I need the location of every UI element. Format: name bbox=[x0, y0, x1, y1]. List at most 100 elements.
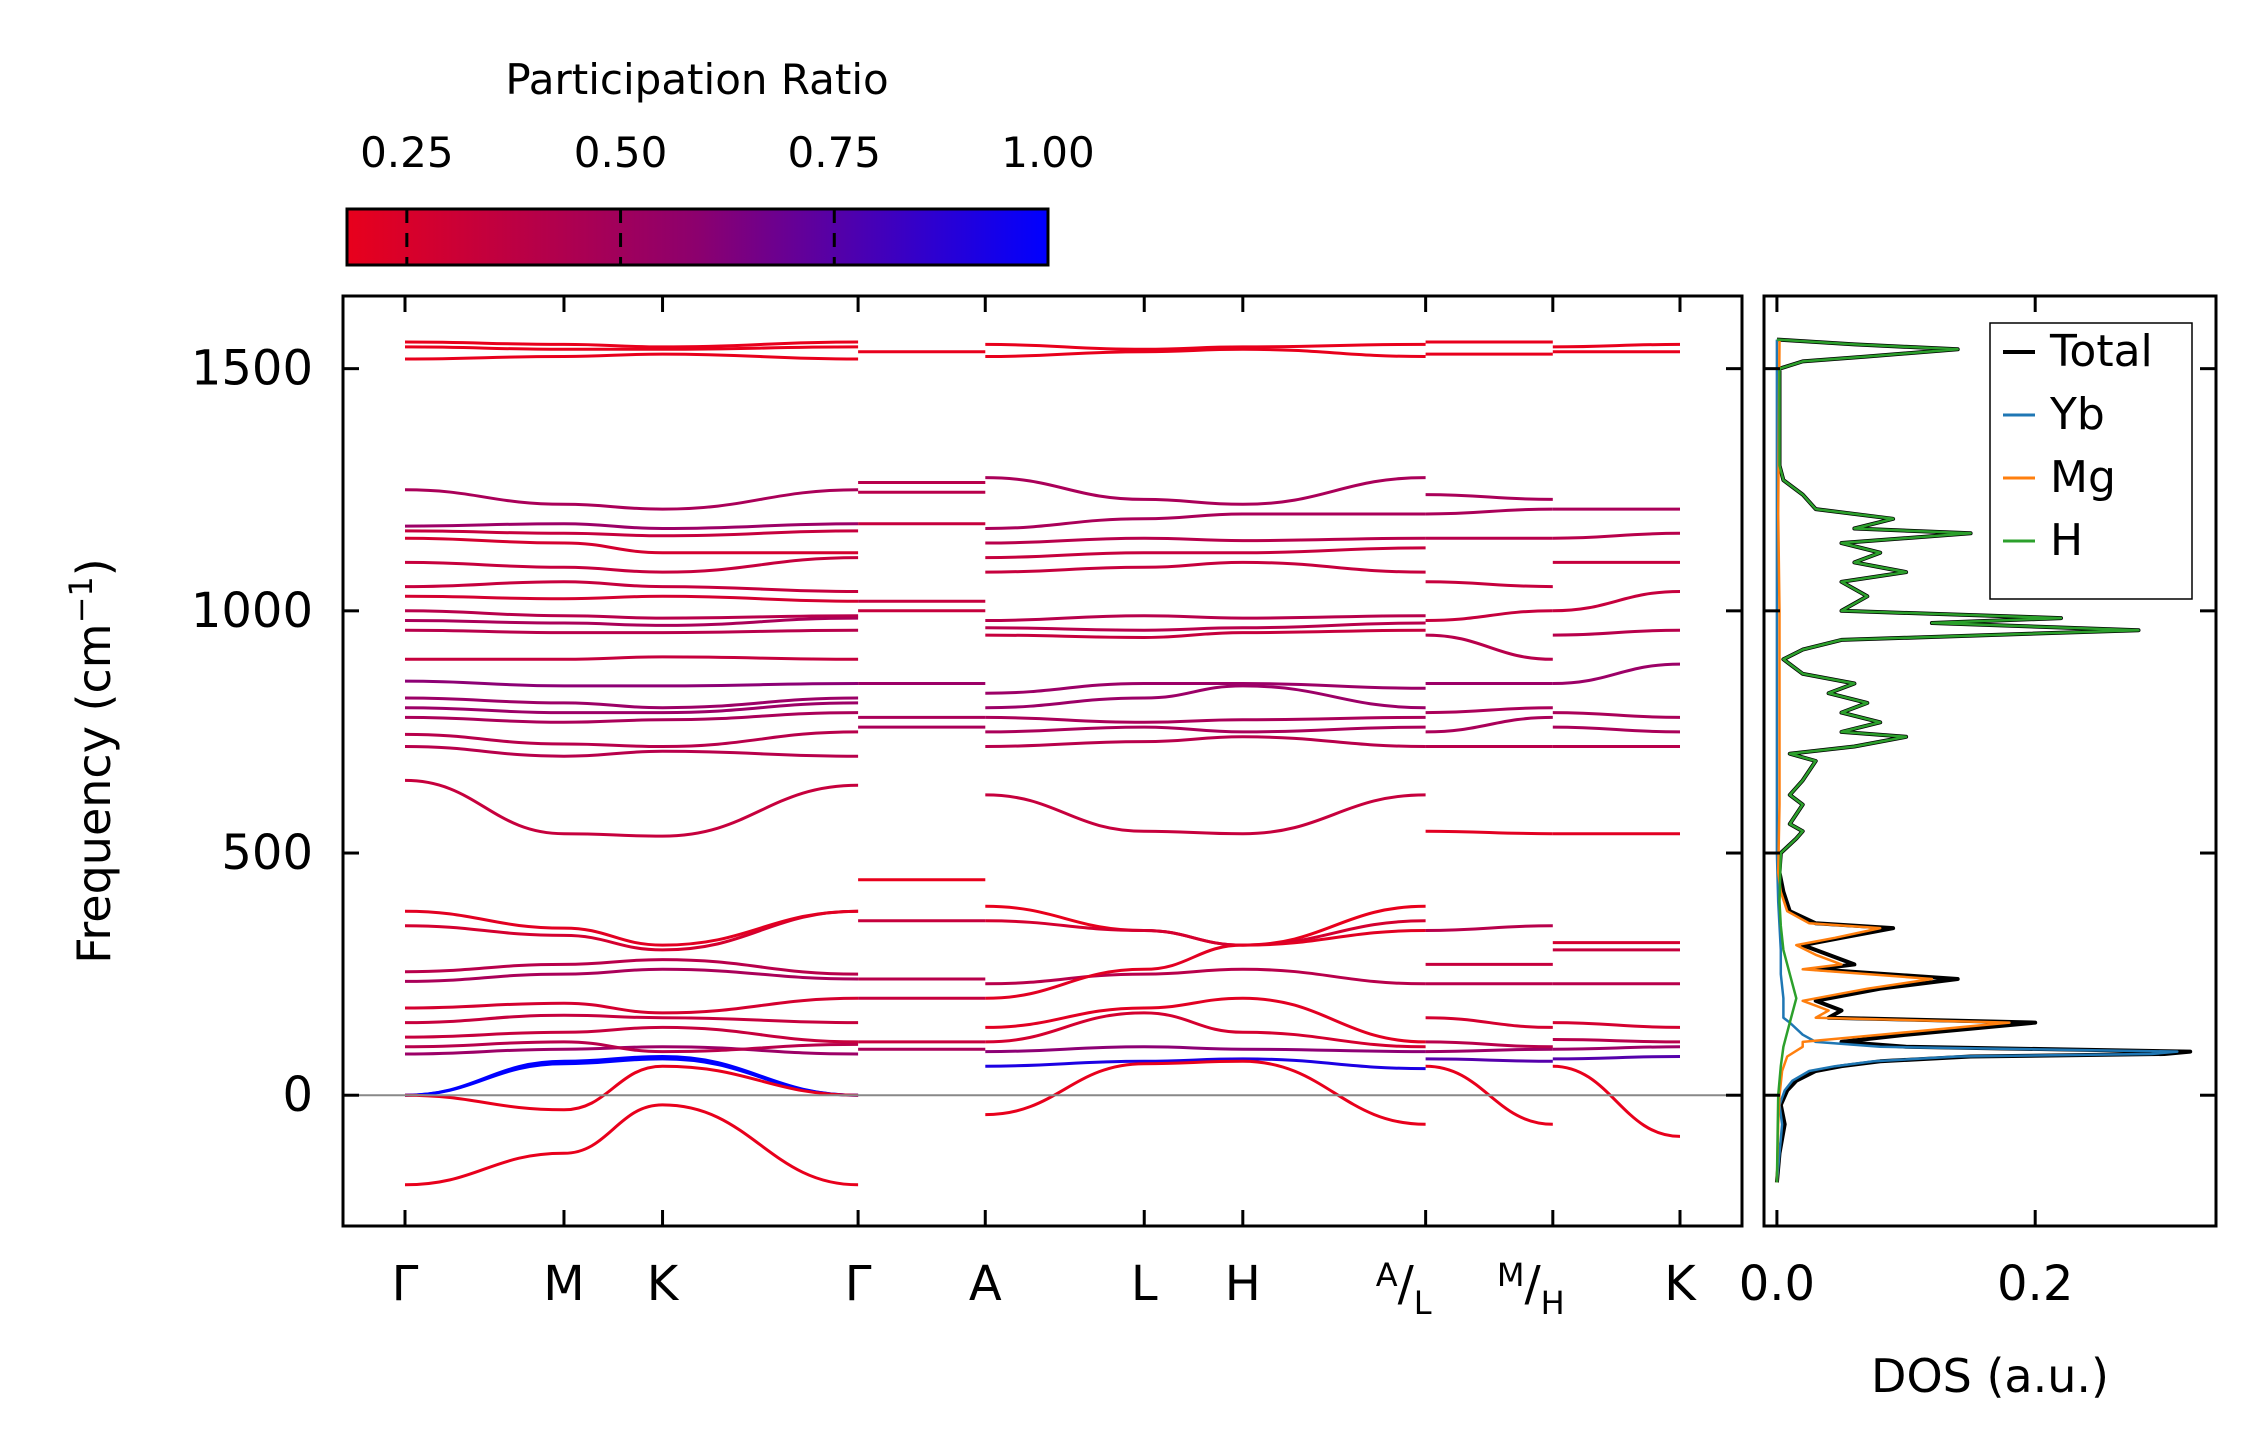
band-ytick-label: 1000 bbox=[191, 583, 313, 639]
band-line-s2-b17 bbox=[985, 614, 1426, 622]
band-line-s0-b11 bbox=[404, 909, 859, 952]
kpoint-label: M bbox=[543, 1256, 584, 1312]
band-line-s4-b1 bbox=[1552, 1055, 1681, 1061]
band-line-s3-b14 bbox=[1425, 609, 1553, 622]
band-line-s0-b32 bbox=[404, 345, 859, 351]
band-line-s0-b19 bbox=[404, 679, 859, 688]
kpoint-label: M/H bbox=[1497, 1256, 1565, 1322]
dos-xtick-label: 0.0 bbox=[1739, 1256, 1815, 1312]
colorbar: Participation Ratio 0.25 0.50 0.75 1.00 bbox=[345, 55, 1095, 267]
dos-line-h bbox=[1775, 338, 2140, 1183]
band-line-s2-b14 bbox=[985, 681, 1426, 695]
colorbar-tick-label: 0.75 bbox=[788, 128, 882, 177]
band-line-s3-b18 bbox=[1425, 493, 1553, 501]
band-line-s3-b1 bbox=[1425, 1057, 1553, 1063]
band-line-s2-b21 bbox=[985, 512, 1426, 530]
kpoint-label: Γ bbox=[392, 1256, 419, 1312]
colorbar-title: Participation Ratio bbox=[505, 55, 888, 104]
band-line-s4-b2 bbox=[1552, 1045, 1681, 1051]
band-line-s4-b13 bbox=[1552, 628, 1681, 637]
band-line-s3-b4 bbox=[1425, 1016, 1553, 1029]
band-line-s4-b16 bbox=[1552, 531, 1681, 540]
band-line-s0-b12 bbox=[404, 909, 859, 947]
band-line-s0-b17 bbox=[404, 701, 859, 715]
kpoint-label: L bbox=[1131, 1256, 1158, 1312]
band-line-s3-b2 bbox=[1425, 1047, 1553, 1054]
ylabel-sup: −1 bbox=[62, 576, 100, 623]
band-line-s0-b7 bbox=[404, 1013, 859, 1025]
band-line-s0-b21 bbox=[404, 628, 859, 635]
band-line-s4-b12 bbox=[1552, 662, 1681, 685]
band-line-s2-b18 bbox=[985, 560, 1426, 574]
band-line-s0-b3 bbox=[404, 1064, 859, 1112]
band-line-s0-b15 bbox=[404, 730, 859, 749]
kpoint-label: A bbox=[969, 1256, 1002, 1312]
band-line-s0-b31 bbox=[404, 352, 859, 361]
band-line-s0-b28 bbox=[404, 529, 859, 538]
dos-line-yb bbox=[1775, 339, 2179, 1183]
band-line-s2-b4 bbox=[985, 996, 1426, 1044]
band-line-s3-b13 bbox=[1425, 633, 1553, 661]
legend-label-mg: Mg bbox=[2050, 452, 2116, 503]
kpoint-label: K bbox=[647, 1256, 680, 1312]
legend-label-h: H bbox=[2050, 515, 2083, 566]
dos-frame bbox=[1762, 294, 2218, 1228]
band-line-s4-b14 bbox=[1552, 590, 1681, 613]
band-line-s2-b11 bbox=[985, 725, 1426, 734]
band-line-s0-b13 bbox=[404, 778, 859, 838]
band-line-s0-b9 bbox=[404, 967, 859, 983]
band-line-s0-b23 bbox=[404, 609, 859, 620]
band-line-s3-b17 bbox=[1425, 507, 1553, 516]
colorbar-tick-label: 0.50 bbox=[574, 128, 668, 177]
band-line-s0-b22 bbox=[404, 616, 859, 627]
dos-axis-label: DOS (a.u.) bbox=[1871, 1349, 2109, 1403]
dos-xtick-label: 0.2 bbox=[1997, 1256, 2073, 1312]
band-line-s0-b6 bbox=[404, 1025, 859, 1044]
band-line-s2-b0 bbox=[985, 1057, 1426, 1071]
band-line-s4-b3 bbox=[1552, 1038, 1681, 1044]
band-ytick-label: 500 bbox=[221, 825, 313, 881]
band-line-s4-b4 bbox=[1552, 1021, 1681, 1029]
band-line-s3-b10 bbox=[1425, 715, 1553, 734]
band-line-s0-b14 bbox=[404, 745, 859, 758]
band-line-s0-b16 bbox=[404, 711, 859, 724]
kpoint-label: H bbox=[1225, 1256, 1261, 1312]
band-line-s2-b7 bbox=[985, 919, 1426, 947]
legend-frame bbox=[1989, 322, 2193, 600]
band-line-s4-b10 bbox=[1552, 725, 1681, 734]
ylabel-close: ) bbox=[67, 558, 121, 576]
band-line-s2-b12 bbox=[985, 715, 1426, 724]
band-ytick-label: 0 bbox=[282, 1067, 313, 1123]
legend-label-yb: Yb bbox=[2049, 389, 2105, 440]
band-frame bbox=[341, 294, 1744, 1228]
band-line-s2-b23 bbox=[985, 347, 1426, 358]
band-line-s2-b20 bbox=[985, 536, 1426, 545]
band-line-s2-b24 bbox=[985, 342, 1426, 351]
band-line-s0-b2 bbox=[404, 1103, 859, 1187]
band-line-s4-b0 bbox=[1552, 1064, 1681, 1138]
colorbar-gradient bbox=[345, 207, 1050, 267]
band-line-s2-b9 bbox=[985, 793, 1426, 836]
kpoint-label: K bbox=[1664, 1256, 1697, 1312]
band-structure-axes: 0 500 1000 1500 Γ M K Γ A L H A/L M/H K Frequency (c… bbox=[62, 294, 1744, 1322]
band-line-s0-b8 bbox=[404, 996, 859, 1015]
dos-legend: Total Yb Mg H bbox=[1989, 322, 2193, 600]
band-line-s0-b27 bbox=[404, 536, 859, 555]
band-line-s2-b3 bbox=[985, 1011, 1426, 1049]
band-line-s0-b26 bbox=[404, 556, 859, 574]
band-line-s2-b8 bbox=[985, 929, 1426, 1000]
band-line-s3-b8 bbox=[1425, 829, 1553, 836]
kpoint-label: A/L bbox=[1376, 1256, 1432, 1322]
colorbar-tick-label: 1.00 bbox=[1001, 128, 1095, 177]
band-ytick-label: 1500 bbox=[191, 341, 313, 397]
ylabel-main: Frequency (cm bbox=[67, 623, 121, 963]
band-line-s0-b20 bbox=[404, 655, 859, 661]
band-line-s2-b19 bbox=[985, 546, 1426, 560]
band-line-s2-b15 bbox=[985, 628, 1426, 640]
frequency-axis-label: Frequency (cm−1) bbox=[62, 558, 121, 963]
band-line-s2-b13 bbox=[985, 684, 1426, 710]
band-line-s3-b11 bbox=[1425, 706, 1553, 715]
band-line-s4-b11 bbox=[1552, 711, 1681, 719]
band-line-s2-b1 bbox=[985, 1059, 1426, 1126]
